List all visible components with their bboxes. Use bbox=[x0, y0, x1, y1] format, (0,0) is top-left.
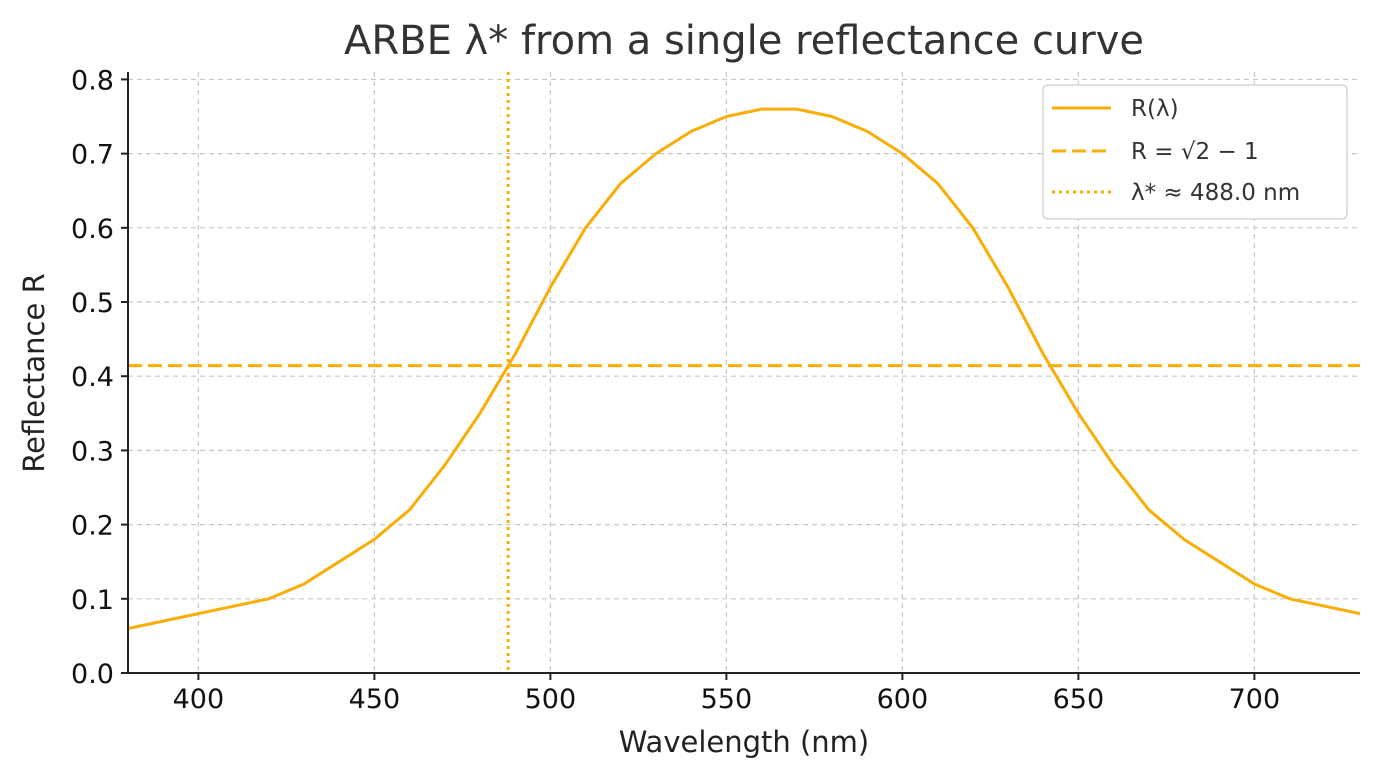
x-tick-label: 450 bbox=[349, 684, 401, 715]
x-tick-label: 550 bbox=[701, 684, 753, 715]
legend-frame bbox=[1042, 84, 1348, 220]
x-axis-label: Wavelength (nm) bbox=[619, 725, 870, 759]
y-tick-label: 0.8 bbox=[71, 65, 114, 96]
y-tick-label: 0.2 bbox=[71, 511, 114, 542]
y-tick-label: 0.3 bbox=[71, 436, 114, 467]
y-tick-label: 0.1 bbox=[71, 585, 114, 616]
y-tick-label: 0.0 bbox=[71, 659, 114, 690]
legend: R(λ) R = √2 − 1 λ* ≈ 488.0 nm bbox=[1042, 84, 1348, 220]
chart-title: ARBE λ* from a single reflectance curve bbox=[344, 18, 1144, 64]
y-tick-label: 0.7 bbox=[71, 140, 114, 171]
y-tick-label: 0.6 bbox=[71, 214, 114, 245]
y-axis-label: Reflectance R bbox=[17, 273, 51, 472]
x-tick-label: 700 bbox=[1229, 684, 1281, 715]
axes bbox=[127, 72, 1360, 674]
x-tick-label: 600 bbox=[877, 684, 929, 715]
x-tick-label: 500 bbox=[525, 684, 577, 715]
y-tick-label: 0.4 bbox=[71, 362, 114, 393]
legend-label-threshold: R = √2 − 1 bbox=[1131, 139, 1259, 165]
x-tick-label: 400 bbox=[173, 684, 225, 715]
legend-label-lambda: λ* ≈ 488.0 nm bbox=[1131, 180, 1300, 206]
x-tick-label: 650 bbox=[1053, 684, 1105, 715]
legend-label-curve: R(λ) bbox=[1131, 96, 1179, 122]
y-tick-label: 0.5 bbox=[71, 288, 114, 319]
data-layer bbox=[127, 72, 1361, 673]
ticks-layer: 400 450 500 550 600 650 700 0.0 0.1 0.2 0.3 0.4 0.5 0… bbox=[71, 65, 1280, 715]
grid-layer bbox=[128, 72, 1360, 673]
reflectance-curve bbox=[127, 107, 1361, 630]
